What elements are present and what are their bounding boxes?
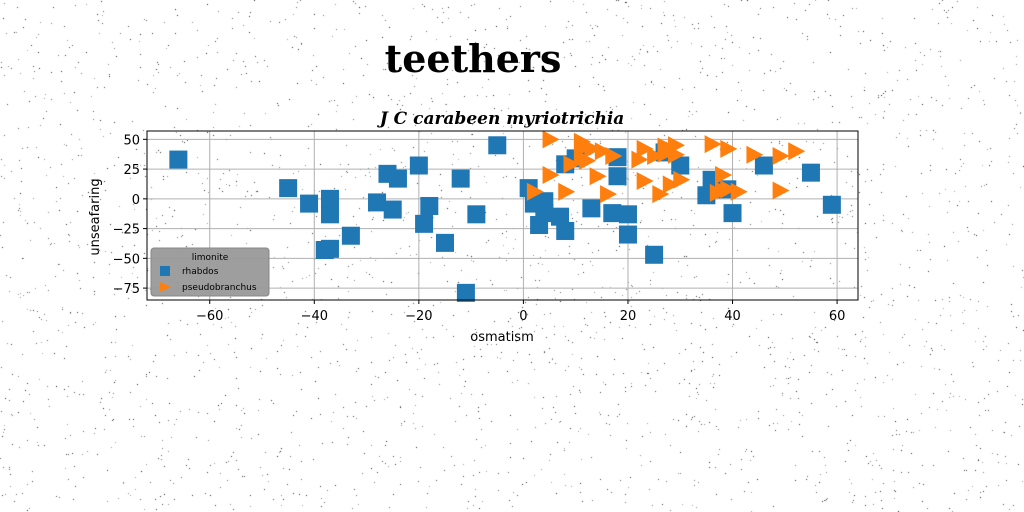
point-pseudobranchus — [636, 139, 654, 158]
point-pseudobranchus — [542, 166, 560, 185]
point-rhabdos — [535, 204, 554, 223]
x-tick-label: −20 — [405, 309, 432, 324]
point-rhabdos — [556, 221, 575, 240]
point-pseudobranchus — [636, 171, 654, 190]
point-pseudobranchus — [772, 146, 790, 165]
x-tick-label: 40 — [724, 309, 741, 324]
point-rhabdos — [551, 207, 570, 226]
point-rhabdos — [409, 156, 428, 175]
point-rhabdos — [383, 200, 402, 219]
point-pseudobranchus — [558, 182, 576, 201]
point-pseudobranchus — [704, 135, 722, 154]
point-pseudobranchus — [730, 182, 748, 201]
y-axis-label: unseafaring — [88, 178, 103, 255]
point-pseudobranchus — [657, 144, 675, 163]
point-rhabdos — [467, 205, 486, 224]
point-pseudobranchus — [662, 175, 680, 194]
point-rhabdos — [451, 169, 470, 188]
point-rhabdos — [320, 205, 339, 224]
point-rhabdos — [169, 150, 188, 169]
x-tick-label: −40 — [301, 309, 328, 324]
point-rhabdos — [488, 136, 507, 155]
point-pseudobranchus — [647, 146, 665, 165]
y-tick-label: −50 — [113, 252, 140, 267]
y-tick-label: −25 — [113, 223, 140, 238]
x-axis-label: osmatism — [470, 330, 534, 345]
point-pseudobranchus — [579, 151, 597, 170]
point-pseudobranchus — [600, 185, 618, 204]
point-pseudobranchus — [605, 146, 623, 165]
point-pseudobranchus — [631, 150, 649, 169]
point-rhabdos — [645, 245, 664, 264]
point-rhabdos — [723, 204, 742, 223]
point-rhabdos — [320, 239, 339, 258]
y-tick-label: 0 — [132, 193, 140, 208]
point-rhabdos — [456, 283, 475, 302]
point-rhabdos — [618, 225, 637, 244]
point-pseudobranchus — [652, 185, 670, 204]
legend-marker-pseudobranchus — [160, 282, 171, 292]
point-rhabdos — [801, 163, 820, 182]
point-rhabdos — [420, 196, 439, 215]
point-pseudobranchus — [772, 181, 790, 200]
point-rhabdos — [368, 193, 387, 212]
point-rhabdos — [300, 194, 319, 213]
point-rhabdos — [341, 226, 360, 245]
x-tick-label: 20 — [620, 309, 637, 324]
point-rhabdos — [435, 233, 454, 252]
point-pseudobranchus — [715, 166, 733, 185]
legend-marker-rhabdos — [160, 266, 170, 276]
point-rhabdos — [582, 199, 601, 218]
point-rhabdos — [388, 169, 407, 188]
point-pseudobranchus — [720, 139, 738, 158]
x-tick-label: 0 — [519, 309, 527, 324]
point-pseudobranchus — [788, 142, 806, 161]
point-rhabdos — [754, 156, 773, 175]
point-pseudobranchus — [589, 167, 607, 186]
point-rhabdos — [320, 189, 339, 208]
legend-box — [150, 247, 270, 297]
point-rhabdos — [618, 205, 637, 224]
x-tick-label: −60 — [196, 309, 223, 324]
point-pseudobranchus — [668, 136, 686, 155]
chart-title: J C carabeen myriotrichia — [377, 109, 625, 129]
y-tick-label: 25 — [123, 163, 140, 178]
point-rhabdos — [603, 204, 622, 223]
legend-title: limonite — [192, 253, 229, 263]
point-pseudobranchus — [673, 170, 691, 189]
plot-frame — [146, 130, 859, 301]
point-rhabdos — [415, 214, 434, 233]
point-pseudobranchus — [526, 182, 544, 201]
figure-title: teethers — [384, 36, 562, 81]
axis-ticks: −60 −40 −20 0 20 40 60 −75 −50 −25 0 25 50 — [113, 133, 846, 324]
point-pseudobranchus — [720, 180, 738, 199]
point-rhabdos — [608, 167, 627, 186]
point-pseudobranchus — [594, 142, 612, 161]
point-rhabdos — [822, 195, 841, 214]
y-tick-label: 50 — [123, 133, 140, 148]
point-pseudobranchus — [563, 155, 581, 174]
point-pseudobranchus — [746, 145, 764, 164]
data-marks — [169, 130, 841, 302]
legend: limonite rhabdos pseudobranchus — [150, 247, 270, 297]
point-pseudobranchus — [542, 130, 560, 149]
point-pseudobranchus — [584, 139, 602, 158]
point-rhabdos — [279, 179, 298, 198]
legend-label-rhabdos: rhabdos — [182, 267, 219, 277]
y-tick-label: −75 — [113, 282, 140, 297]
point-rhabdos — [671, 156, 690, 175]
legend-label-pseudobranchus: pseudobranchus — [182, 283, 257, 293]
x-tick-label: 60 — [829, 309, 846, 324]
